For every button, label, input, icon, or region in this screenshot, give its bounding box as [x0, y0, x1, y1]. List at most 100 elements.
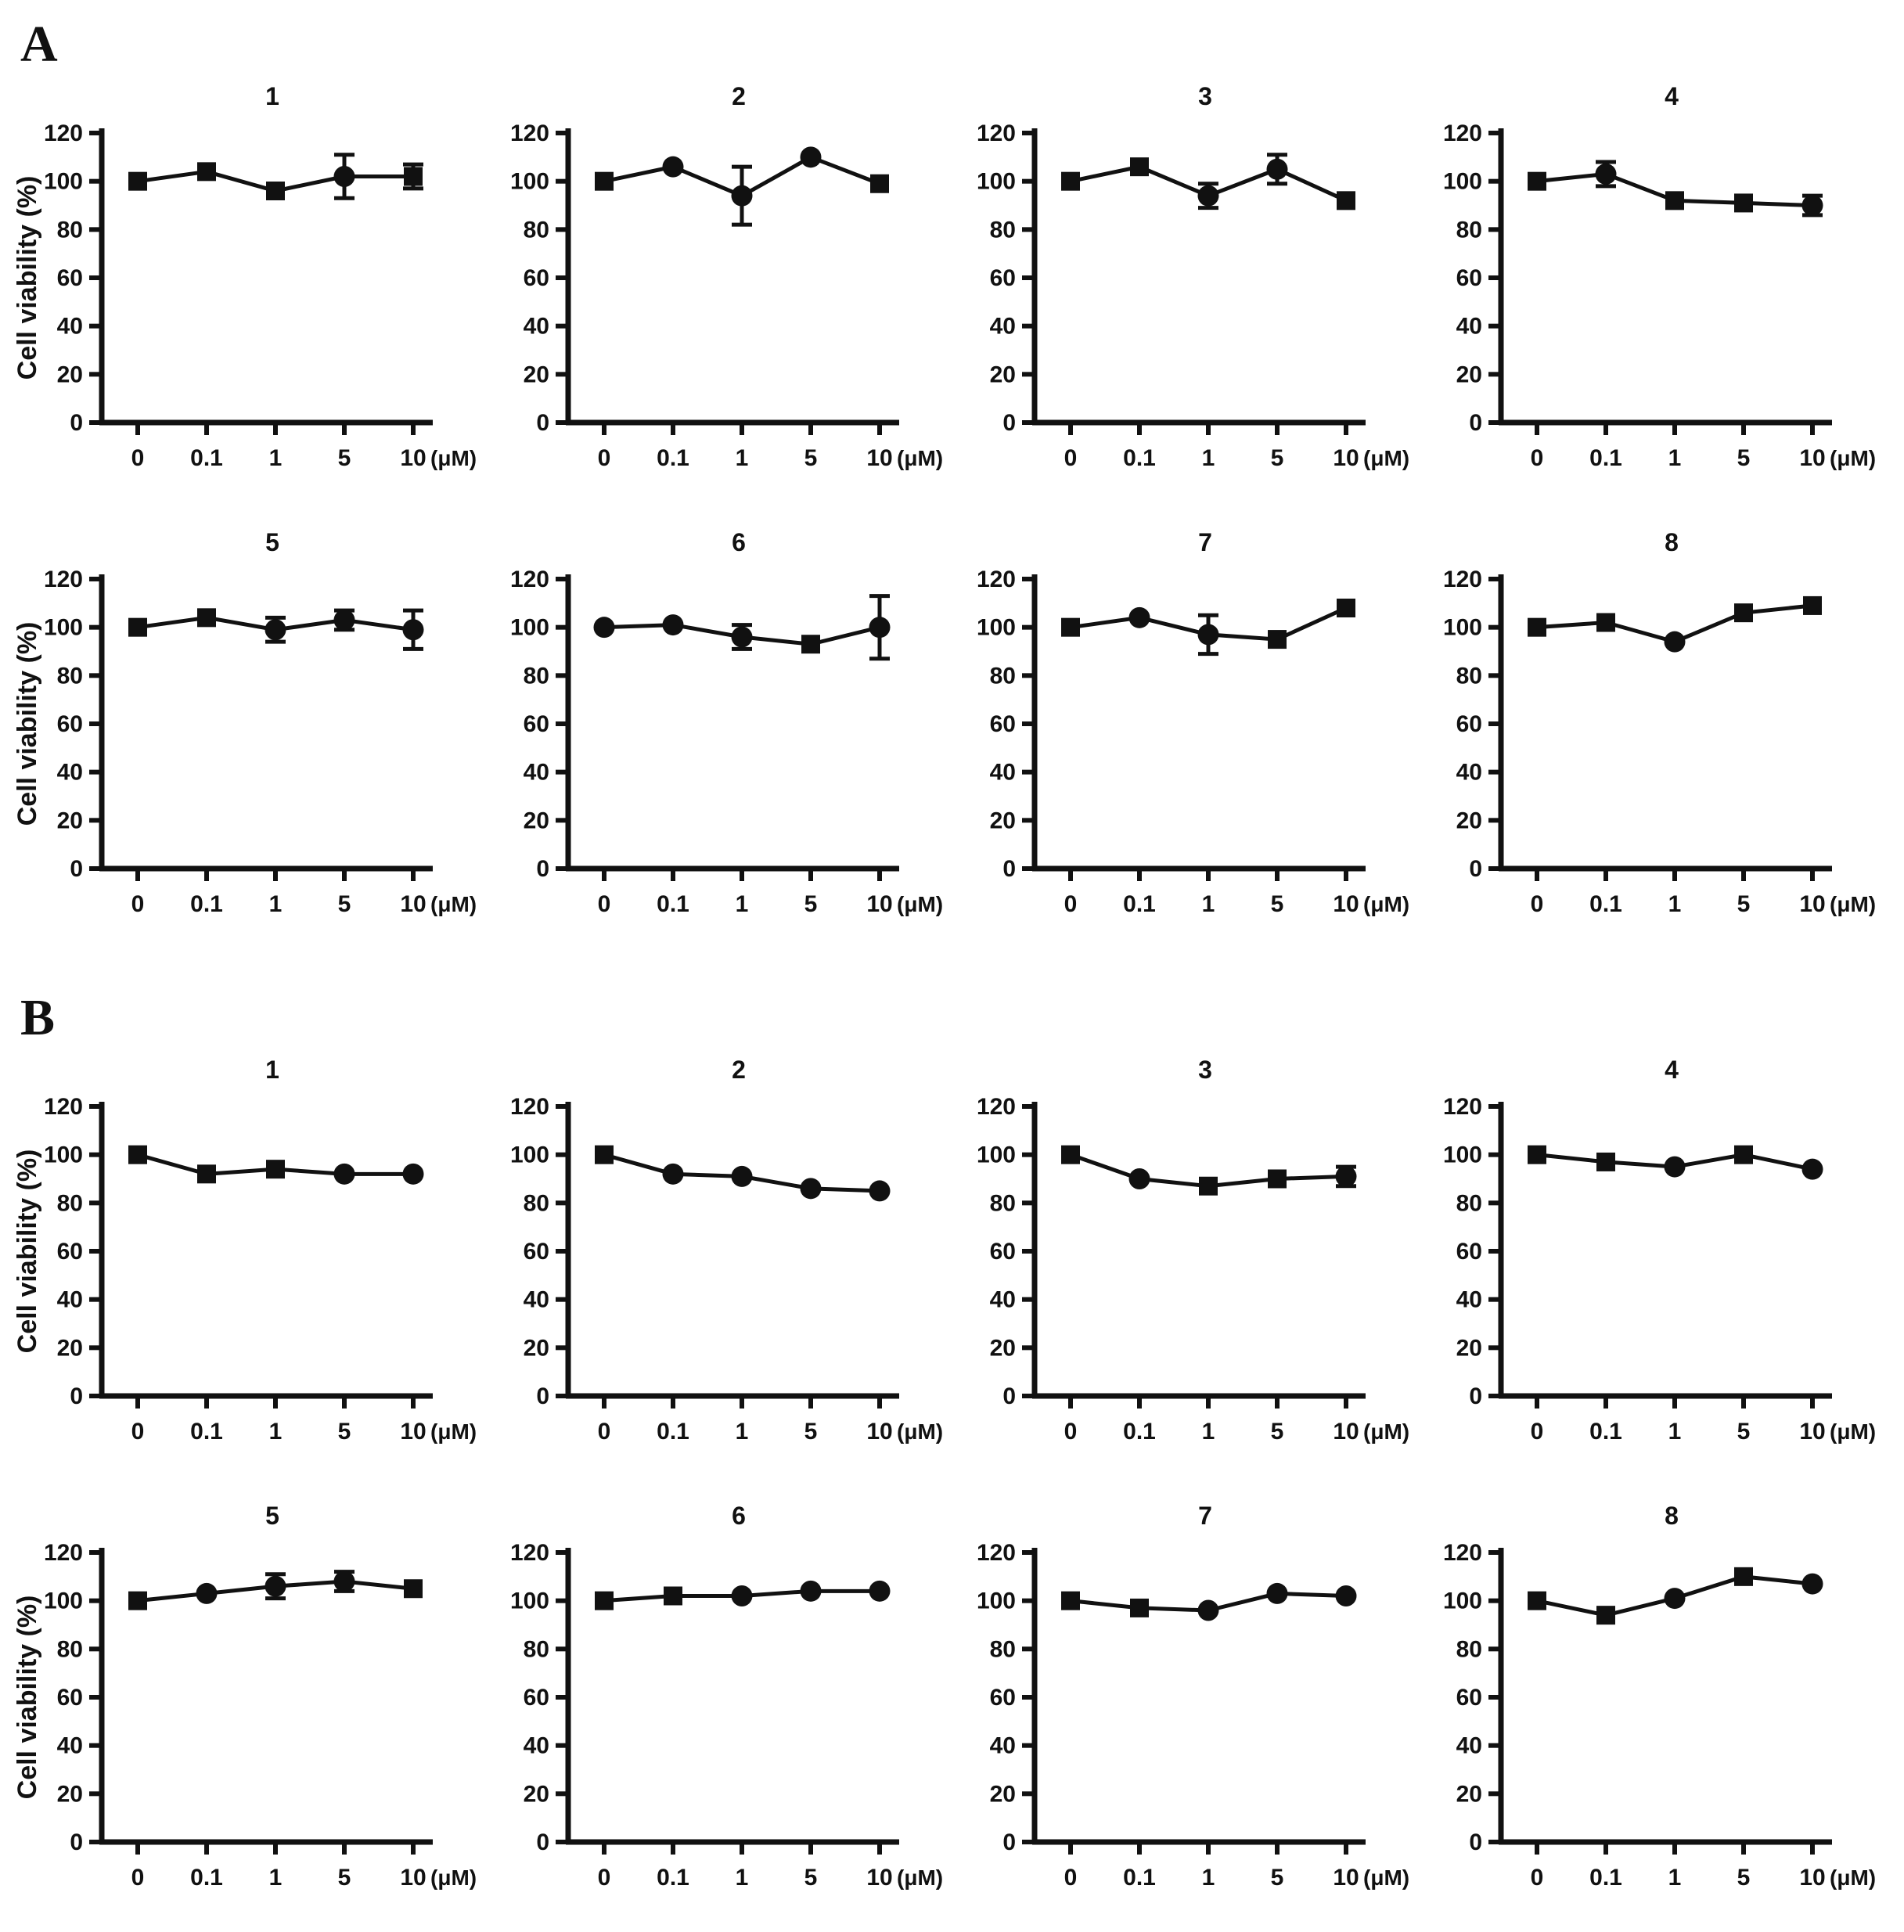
data-point-marker	[662, 156, 684, 178]
x-axis-unit: (μM)	[1830, 892, 1876, 916]
y-tick-label: 20	[1456, 1335, 1482, 1361]
data-point-marker	[731, 626, 753, 648]
y-tick-label: 120	[977, 121, 1016, 146]
data-point-marker	[1197, 624, 1219, 646]
y-tick-label: 0	[70, 856, 83, 882]
x-tick-label: 5	[338, 445, 351, 471]
data-point-marker	[869, 1580, 891, 1602]
y-tick-label: 80	[990, 1190, 1016, 1216]
data-point-marker	[1595, 163, 1617, 185]
x-tick-label: 0	[131, 1419, 145, 1445]
chart-title: 7	[1198, 1502, 1212, 1530]
y-tick-label: 80	[57, 1190, 83, 1216]
data-point-marker	[731, 1165, 753, 1187]
chart-title: 1	[265, 82, 279, 110]
panel-B: B 1 Cell viability (%) 0 20 40 60 80 100 120 0 0.1…	[11, 981, 1904, 1928]
panel-label-A: A	[20, 16, 58, 73]
x-tick-label: 0.1	[1589, 891, 1622, 917]
x-tick-label: 10	[866, 891, 892, 917]
data-point-marker	[266, 182, 285, 200]
x-tick-label: 0	[598, 445, 611, 471]
chart-title: 2	[732, 1056, 746, 1084]
y-tick-label: 120	[977, 567, 1016, 592]
x-tick-label: 0	[598, 1419, 611, 1445]
y-tick-label: 120	[510, 1094, 549, 1120]
y-tick-label: 20	[990, 362, 1016, 387]
x-tick-label: 10	[400, 891, 426, 917]
x-tick-label: 10	[866, 445, 892, 471]
y-tick-label: 120	[1443, 121, 1482, 146]
y-tick-label: 20	[990, 1335, 1016, 1361]
data-point-marker	[128, 617, 147, 637]
x-tick-label: 10	[400, 1419, 426, 1445]
x-tick-label: 10	[1333, 1865, 1359, 1891]
x-axis-unit: (μM)	[1830, 1419, 1876, 1444]
y-tick-label: 20	[1456, 362, 1482, 387]
panel-B-chart-grid: 1 Cell viability (%) 0 20 40 60 80 100 120 0 0.1 1 5…	[13, 1044, 1904, 1928]
y-tick-label: 0	[70, 410, 83, 436]
y-tick-label: 80	[524, 1190, 549, 1216]
data-point-marker	[1596, 1152, 1615, 1171]
y-tick-label: 40	[1456, 1287, 1482, 1313]
y-tick-label: 120	[510, 1540, 549, 1566]
y-tick-label: 120	[44, 567, 83, 592]
data-point-marker	[1130, 157, 1149, 177]
y-tick-label: 40	[57, 1733, 83, 1759]
y-tick-label: 0	[536, 1829, 549, 1855]
y-tick-label: 60	[990, 1685, 1016, 1711]
x-tick-label: 0	[1531, 891, 1544, 917]
data-point-marker	[595, 1591, 614, 1610]
x-tick-label: 0.1	[190, 1865, 223, 1891]
y-tick-label: 80	[990, 217, 1016, 243]
y-tick-label: 100	[510, 169, 549, 195]
y-tick-label: 20	[990, 808, 1016, 833]
y-tick-label: 40	[990, 1733, 1016, 1759]
data-point-marker	[1266, 1582, 1288, 1604]
y-tick-label: 20	[524, 362, 549, 387]
x-tick-label: 0	[598, 1865, 611, 1891]
y-tick-label: 60	[990, 1239, 1016, 1265]
panel-A: A 1 Cell viability (%) 0 20 40 60 80 100 120 0 0.1…	[11, 8, 1904, 955]
x-tick-label: 0.1	[190, 891, 223, 917]
y-tick-label: 80	[57, 663, 83, 689]
y-tick-label: 20	[524, 808, 549, 833]
x-tick-label: 5	[338, 1419, 351, 1445]
x-tick-label: 10	[1333, 445, 1359, 471]
data-point-marker	[1734, 603, 1753, 623]
y-tick-label: 120	[977, 1094, 1016, 1120]
y-tick-label: 60	[1456, 265, 1482, 291]
y-tick-label: 40	[57, 760, 83, 786]
x-tick-label: 5	[1737, 1419, 1751, 1445]
chart-B-5: 5 Cell viability (%) 0 20 40 60 80 100 120 0 0.1 1 5…	[13, 1490, 480, 1928]
y-tick-label: 60	[57, 711, 83, 737]
data-point-marker	[1337, 599, 1355, 617]
y-tick-label: 120	[510, 121, 549, 146]
x-tick-label: 1	[736, 1865, 749, 1891]
data-point-marker	[128, 171, 147, 191]
data-point-marker	[1734, 193, 1753, 213]
x-tick-label: 1	[1668, 1419, 1682, 1445]
chart-A-6: 6 0 20 40 60 80 100 120 0 0.1 1 5 10 (μM)	[480, 516, 947, 955]
data-point-marker	[1801, 195, 1823, 216]
data-point-marker	[1664, 1156, 1686, 1178]
chart-title: 2	[732, 82, 746, 110]
data-point-marker	[1266, 158, 1288, 180]
y-tick-label: 60	[57, 265, 83, 291]
data-point-marker	[1128, 1168, 1150, 1189]
y-tick-label: 20	[1456, 1781, 1482, 1807]
data-point-marker	[333, 1570, 355, 1592]
data-point-marker	[196, 1582, 218, 1604]
y-tick-label: 60	[990, 711, 1016, 737]
data-point-marker	[1801, 1573, 1823, 1595]
y-tick-label: 20	[524, 1335, 549, 1361]
y-tick-label: 120	[977, 1540, 1016, 1566]
chart-A-2: 2 0 20 40 60 80 100 120 0 0.1 1 5 10 (μM)	[480, 70, 947, 509]
y-axis-label: Cell viability (%)	[14, 1596, 42, 1800]
x-axis-unit: (μM)	[430, 1419, 477, 1444]
x-axis-unit: (μM)	[1830, 1865, 1876, 1890]
chart-A-1: 1 Cell viability (%) 0 20 40 60 80 100 120 0 0.1 1 5…	[13, 70, 480, 509]
data-point-marker	[800, 1580, 822, 1602]
